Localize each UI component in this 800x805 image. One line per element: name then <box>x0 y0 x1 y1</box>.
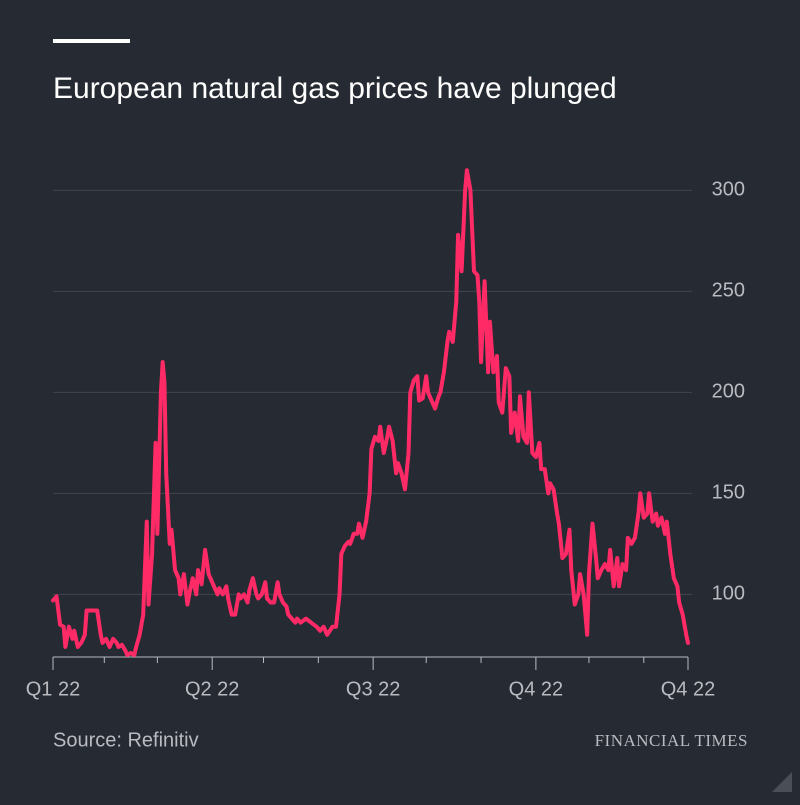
y-tick-label: 250 <box>712 280 745 302</box>
source: Source: Refinitiv <box>53 729 199 751</box>
x-tick-label: Q3 22 <box>346 678 400 700</box>
y-tick-label: 150 <box>712 482 745 504</box>
line-series <box>51 168 690 657</box>
y-tick-label: 300 <box>712 179 745 201</box>
x-tick-label: Q1 22 <box>26 678 80 700</box>
x-tick-label: Q4 22 <box>509 678 563 700</box>
x-tick-label: Q2 22 <box>185 678 239 700</box>
x-tick-label: Q4 22 <box>661 678 715 700</box>
title-rule <box>53 39 130 43</box>
chart-title: European natural gas prices have plunged <box>53 72 617 105</box>
y-tick-label: 200 <box>712 381 745 403</box>
corner-mark <box>772 772 792 792</box>
publisher: FINANCIAL TIMES <box>595 731 748 750</box>
y-tick-label: 100 <box>712 583 745 605</box>
